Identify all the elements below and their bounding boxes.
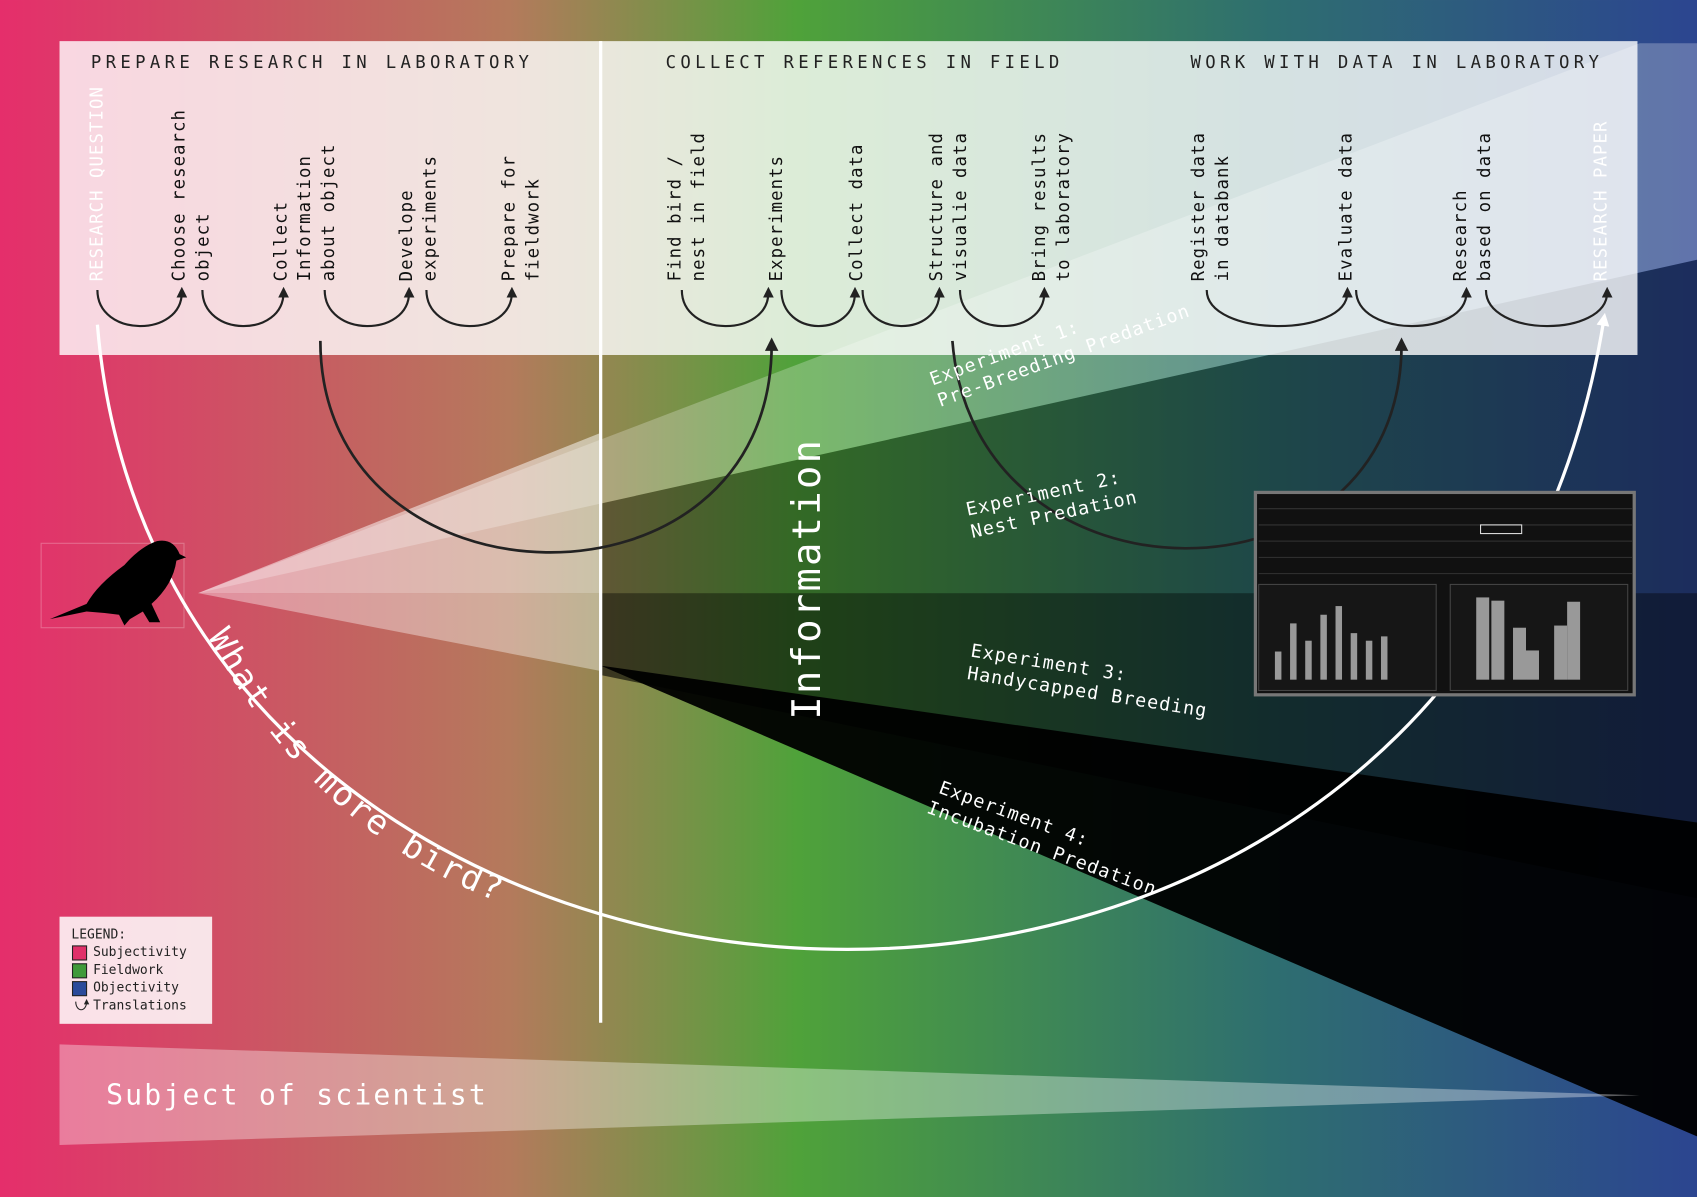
step-label: in databank (1213, 155, 1233, 281)
bird-frame (40, 542, 185, 629)
legend-swatch (71, 945, 88, 961)
bird (49, 540, 187, 626)
legend-label: Fieldwork (93, 963, 163, 978)
step-label: Structure and (927, 132, 947, 281)
data-screenshot (1253, 490, 1636, 697)
translation-arrow (201, 286, 289, 328)
translation-arc (951, 337, 1409, 550)
process-box (59, 41, 1638, 355)
step-label: Bring results (1030, 132, 1050, 281)
step-label: based on data (1475, 132, 1495, 281)
step-label: Research (1451, 189, 1471, 281)
legend-swatch (71, 981, 88, 997)
information-label: Information (785, 438, 830, 720)
step-label: Experiments (767, 155, 787, 281)
step-label: RESEARCH QUESTION (87, 86, 107, 281)
section-header: WORK WITH DATA IN LABORATORY (1190, 53, 1603, 73)
step-label: object (193, 212, 213, 281)
section-header: COLLECT REFERENCES IN FIELD (666, 53, 1064, 73)
section-header: PREPARE RESEARCH IN LABORATORY (91, 53, 533, 73)
step-label: Find bird / (665, 155, 685, 281)
translation-arrow (323, 286, 415, 328)
legend-title: LEGEND: (71, 928, 126, 943)
translation-arrow (1205, 286, 1353, 328)
translation-arc (318, 337, 779, 554)
translation-arrow (861, 286, 945, 328)
translation-arrow (425, 286, 518, 328)
step-label: RESEARCH PAPER (1592, 120, 1612, 281)
step-label: Collect data (847, 143, 867, 281)
step-label: about object (319, 143, 339, 281)
translation-arrow (958, 286, 1050, 328)
subject-wedge (59, 1044, 1640, 1146)
step-label: nest in field (689, 132, 709, 281)
step-label: experiments (421, 155, 441, 281)
subject-label: Subject of scientist (106, 1078, 488, 1111)
translation-arrow (96, 286, 188, 328)
legend-swatch (71, 963, 88, 979)
legend-arrow (75, 998, 90, 1011)
step-label: Evaluate data (1336, 132, 1356, 281)
translation-arrow (1484, 286, 1613, 328)
translation-arrow (1355, 286, 1472, 328)
translation-arrow (680, 286, 774, 328)
legend-label: Objectivity (93, 981, 179, 996)
translation-arrow (780, 286, 861, 327)
step-label: visualie data (951, 132, 971, 281)
step-label: Prepare for (500, 155, 520, 281)
step-label: Develope (397, 189, 417, 281)
step-label: Register data (1189, 132, 1209, 281)
step-label: to laboratory (1054, 132, 1074, 281)
step-label: Information (295, 155, 315, 281)
light-wedge (198, 593, 601, 672)
legend-label: Subjectivity (93, 945, 187, 960)
legend-label: Translations (93, 998, 187, 1013)
step-label: Choose research (170, 109, 190, 281)
step-label: Collect (271, 201, 291, 281)
step-label: fieldwork (524, 178, 544, 281)
